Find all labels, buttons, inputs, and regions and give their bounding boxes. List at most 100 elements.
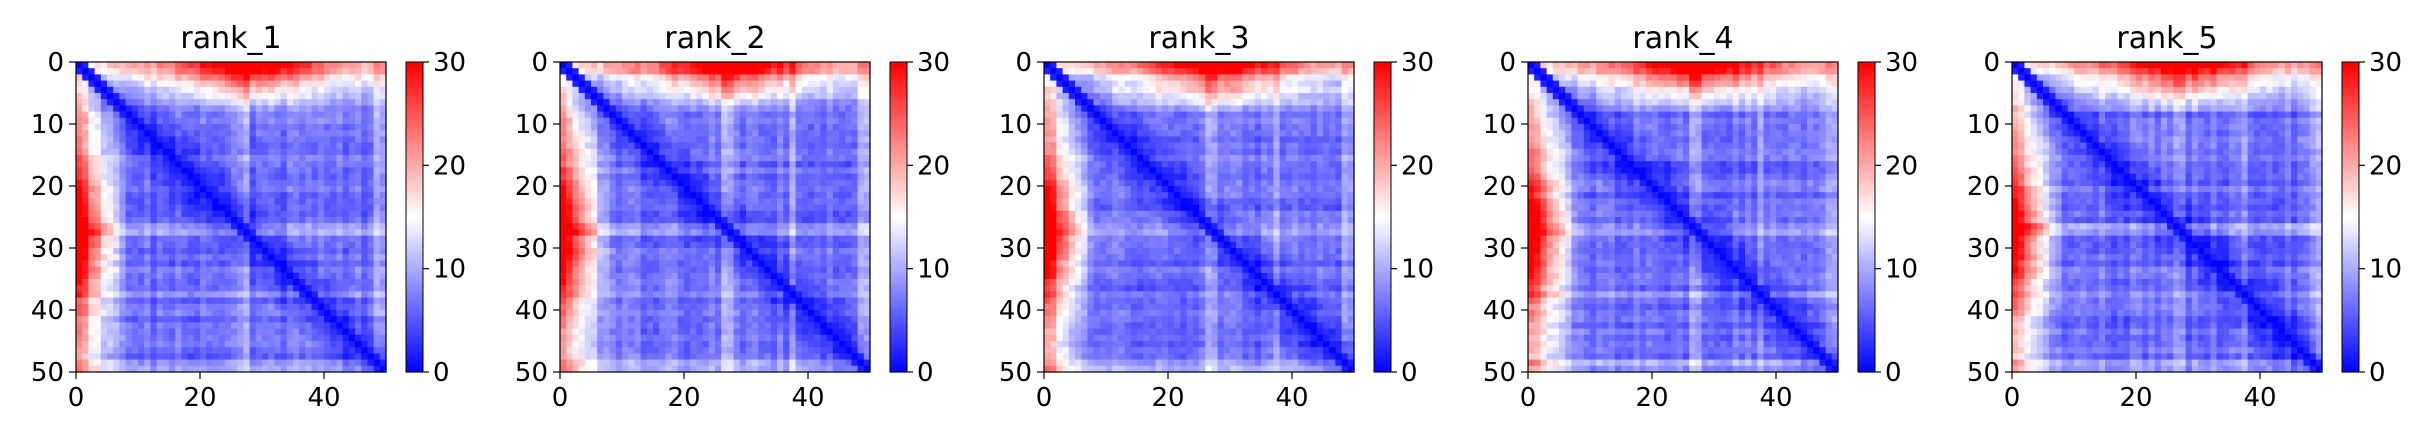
heatmap-cell [758, 117, 766, 125]
heatmap-cell [758, 74, 766, 82]
heatmap-cell [584, 198, 592, 206]
heatmap-cell [789, 192, 797, 199]
heatmap-cell [249, 279, 257, 286]
heatmap-cell [597, 254, 604, 261]
heatmap-cell [690, 310, 697, 317]
heatmap-cell [268, 198, 275, 206]
colorbar-segment [406, 173, 423, 177]
heatmap-cell [677, 223, 685, 230]
heatmap-cell [224, 316, 232, 323]
heatmap-cell [863, 99, 871, 106]
heatmap-cell [702, 322, 710, 330]
heatmap-cell [324, 347, 331, 354]
heatmap-cell [144, 310, 151, 317]
heatmap-cell [826, 161, 834, 168]
heatmap-cell [721, 297, 728, 305]
heatmap-cell [727, 272, 735, 280]
heatmap-cell [826, 186, 834, 193]
heatmap-cell [696, 136, 704, 144]
heatmap-cell [224, 285, 232, 292]
heatmap-cell [379, 86, 387, 94]
heatmap-cell [311, 148, 319, 156]
heatmap-cell [597, 229, 604, 237]
heatmap-cell [293, 186, 300, 193]
heatmap-cell [237, 62, 244, 69]
heatmap-cell [777, 111, 784, 119]
heatmap-cell [715, 99, 722, 106]
heatmap-cell [100, 161, 108, 168]
heatmap-cell [572, 99, 580, 106]
heatmap-cell [702, 136, 710, 144]
heatmap-cell [770, 260, 778, 268]
heatmap-cell [268, 310, 275, 317]
heatmap-cell [82, 93, 89, 100]
heatmap-cell [597, 105, 604, 113]
heatmap-cell [231, 130, 238, 137]
heatmap-cell [653, 68, 660, 75]
heatmap-cell [578, 272, 586, 280]
heatmap-cell [100, 130, 108, 137]
heatmap-cell [684, 68, 691, 75]
heatmap-cell [311, 334, 319, 342]
heatmap-cell [169, 291, 176, 299]
heatmap-cell [361, 303, 368, 311]
heatmap-cell [224, 204, 232, 212]
heatmap-cell [863, 173, 871, 181]
heatmap-cell [628, 229, 635, 237]
heatmap-cell [628, 254, 635, 261]
heatmap-cell [274, 142, 282, 150]
heatmap-cell [243, 279, 251, 286]
heatmap-cell [845, 124, 852, 131]
heatmap-cell [578, 99, 586, 106]
heatmap-cell [615, 86, 623, 94]
heatmap-cell [814, 297, 821, 305]
heatmap-cell [100, 260, 108, 268]
heatmap-cell [373, 136, 381, 144]
heatmap-cell [144, 173, 151, 181]
heatmap-cell [305, 316, 313, 323]
heatmap-cell [367, 117, 375, 125]
heatmap-cell [88, 167, 96, 175]
heatmap-cell [224, 297, 232, 305]
heatmap-cell [758, 105, 766, 113]
heatmap-cell [845, 291, 852, 299]
heatmap-cell [684, 316, 691, 323]
heatmap-cell [311, 68, 319, 75]
heatmap-cell [814, 347, 821, 354]
heatmap-cell [560, 86, 567, 94]
heatmap-cell [671, 334, 679, 342]
heatmap-cell [373, 204, 381, 212]
heatmap-cell [367, 248, 375, 255]
heatmap-cell [262, 192, 269, 199]
heatmap-cell [820, 111, 828, 119]
heatmap-cell [187, 74, 195, 82]
heatmap-cell [255, 248, 263, 255]
heatmap-cell [379, 124, 387, 131]
heatmap-cell [299, 192, 306, 199]
heatmap-cell [783, 111, 790, 119]
heatmap-cell [566, 198, 573, 206]
heatmap-cell [715, 210, 722, 218]
heatmap-cell [591, 241, 598, 249]
heatmap-cell [125, 99, 133, 106]
heatmap-cell [361, 254, 368, 261]
heatmap-cell [591, 124, 598, 131]
heatmap-cell [677, 341, 685, 348]
heatmap-cell [237, 235, 244, 243]
heatmap-cell [665, 93, 673, 100]
heatmap-cell [752, 310, 759, 317]
heatmap-cell [113, 359, 120, 367]
heatmap-cell [659, 266, 666, 274]
heatmap-cell [355, 204, 362, 212]
colorbar-segment [406, 193, 423, 197]
heatmap-cell [373, 167, 381, 175]
heatmap-cell [832, 334, 840, 342]
heatmap-cell [863, 148, 871, 156]
heatmap-cell [330, 291, 337, 299]
heatmap-cell [777, 341, 784, 348]
heatmap-cell [727, 235, 735, 243]
heatmap-cell [566, 179, 573, 187]
heatmap-cell [832, 105, 840, 113]
heatmap-cell [224, 254, 232, 261]
heatmap-cell [733, 148, 741, 156]
